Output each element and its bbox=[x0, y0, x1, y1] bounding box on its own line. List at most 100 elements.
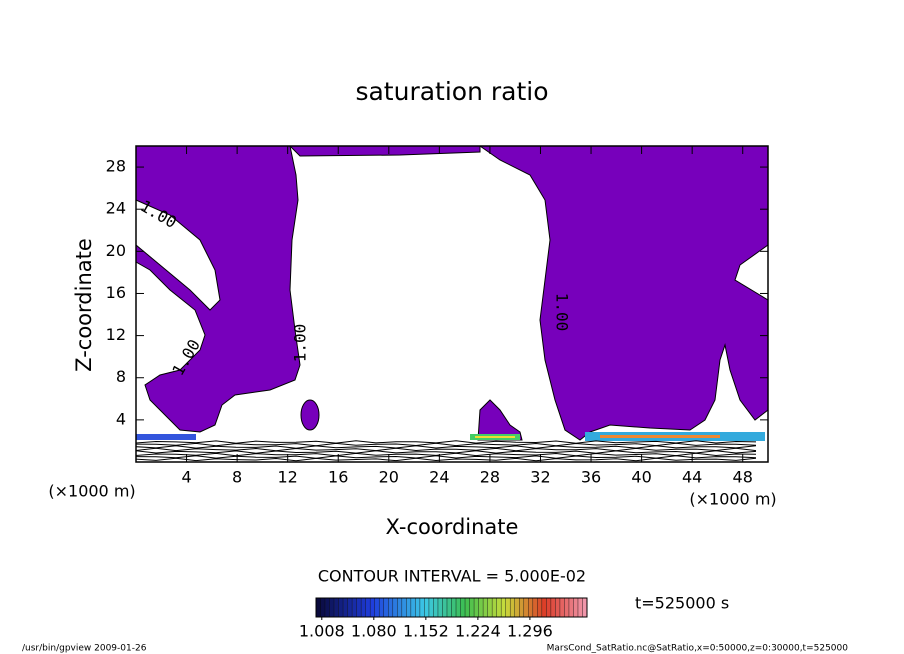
plot-frame bbox=[135, 145, 769, 463]
colorbar-frame bbox=[315, 597, 588, 618]
contour-line bbox=[135, 440, 757, 444]
x-tick-label: 48 bbox=[733, 468, 753, 487]
contour-line bbox=[135, 442, 757, 447]
contour-lines bbox=[135, 440, 757, 462]
colorbar-step bbox=[392, 598, 398, 617]
band bbox=[136, 434, 196, 440]
colorbar-step bbox=[496, 598, 502, 617]
colorbar-step bbox=[573, 598, 578, 617]
contour-line bbox=[135, 457, 757, 462]
colorbar-step bbox=[325, 598, 330, 617]
colorbar-step bbox=[523, 598, 529, 617]
y-tick-label: 24 bbox=[106, 199, 126, 218]
x-unit: (×1000 m) bbox=[689, 490, 776, 509]
region bbox=[478, 145, 769, 441]
x-tick-label: 24 bbox=[429, 468, 449, 487]
colorbar-step bbox=[442, 598, 447, 617]
colorbar-step bbox=[537, 598, 542, 617]
colorbar-step bbox=[568, 598, 574, 617]
colorbar-step bbox=[492, 598, 497, 617]
x-tick-label: 16 bbox=[328, 468, 348, 487]
colorbar-step bbox=[374, 598, 380, 617]
colorbar-step bbox=[424, 598, 429, 617]
chart-title: saturation ratio bbox=[355, 77, 548, 106]
colorbar-step bbox=[505, 598, 511, 617]
region bbox=[477, 399, 523, 441]
y-axis-label: Z-coordinate bbox=[72, 238, 96, 372]
colorbar-step bbox=[343, 598, 348, 617]
colorbar-step bbox=[415, 598, 420, 617]
x-tick-label: 40 bbox=[631, 468, 651, 487]
x-tick-label: 8 bbox=[232, 468, 242, 487]
colorbar-step bbox=[437, 598, 443, 617]
region bbox=[300, 399, 320, 431]
colorbar-step bbox=[478, 598, 484, 617]
colorbar: 1.008 1.080 1.152 1.224 1.296 bbox=[299, 597, 588, 641]
contour-line bbox=[135, 450, 757, 454]
colorbar-step bbox=[406, 598, 411, 617]
footer-right: MarsCond_SatRatio.nc@SatRatio,x=0:50000,… bbox=[547, 644, 849, 654]
colorbar-step bbox=[474, 598, 479, 617]
y-tick-label: 12 bbox=[106, 325, 126, 344]
y-tick-label: 28 bbox=[106, 157, 126, 176]
colorbar-step bbox=[433, 598, 438, 617]
colorbar-step bbox=[320, 598, 326, 617]
colorbar-step bbox=[428, 598, 434, 617]
colorbar-tick-label: 1.080 bbox=[351, 622, 397, 641]
x-tick-label: 28 bbox=[480, 468, 500, 487]
colorbar-step bbox=[582, 598, 587, 617]
colorbar-step bbox=[528, 598, 533, 617]
colorbar-step bbox=[501, 598, 506, 617]
region-gap bbox=[135, 199, 221, 311]
x-tick-label: 44 bbox=[682, 468, 702, 487]
plot-area: 1.00 1.00 1.00 1.00 bbox=[135, 145, 769, 463]
colorbar-step bbox=[446, 598, 452, 617]
x-tick-label: 20 bbox=[379, 468, 399, 487]
y-tick-label: 20 bbox=[106, 241, 126, 260]
colorbar-step bbox=[541, 598, 547, 617]
colorbar-step bbox=[487, 598, 493, 617]
x-tick-label: 4 bbox=[181, 468, 191, 487]
x-axis-label: X-coordinate bbox=[386, 515, 519, 539]
band bbox=[475, 436, 515, 438]
colorbar-step bbox=[559, 598, 565, 617]
colorbar-step bbox=[564, 598, 569, 617]
colorbar-tick-label: 1.008 bbox=[299, 622, 345, 641]
colorbar-step bbox=[514, 598, 520, 617]
x-tick-label: 12 bbox=[278, 468, 298, 487]
colorbar-step bbox=[316, 598, 321, 617]
colorbar-step bbox=[419, 598, 425, 617]
colorbar-step bbox=[365, 598, 371, 617]
colorbar-step bbox=[347, 598, 353, 617]
colorbar-step bbox=[465, 598, 470, 617]
colorbar-step bbox=[329, 598, 335, 617]
y-tick-label: 8 bbox=[116, 367, 126, 386]
colorbar-tick-label: 1.296 bbox=[507, 622, 553, 641]
region bbox=[288, 145, 481, 157]
colorbar-step bbox=[555, 598, 560, 617]
colorbar-step bbox=[361, 598, 366, 617]
colorbar-tick-label: 1.152 bbox=[403, 622, 449, 641]
colorbar-step bbox=[483, 598, 488, 617]
x-unit: (×1000 m) bbox=[48, 482, 135, 501]
colorbar-step bbox=[519, 598, 524, 617]
colorbar-step bbox=[577, 598, 583, 617]
colorbar-step bbox=[469, 598, 475, 617]
time-label: t=525000 s bbox=[635, 594, 729, 613]
y-tick-label: 4 bbox=[116, 409, 126, 428]
contour-line bbox=[135, 445, 757, 449]
contour-interval: CONTOUR INTERVAL = 5.000E-02 bbox=[318, 567, 586, 586]
x-tick-label: 36 bbox=[581, 468, 601, 487]
colorbar-step bbox=[460, 598, 466, 617]
band bbox=[600, 435, 720, 438]
contour-line bbox=[135, 447, 757, 452]
colorbar-step bbox=[451, 598, 457, 617]
colorbar-step bbox=[532, 598, 538, 617]
colorbar-step bbox=[456, 598, 461, 617]
colorbar-step bbox=[510, 598, 515, 617]
colorbar-step bbox=[370, 598, 375, 617]
contour-line bbox=[135, 452, 757, 457]
colorbar-step bbox=[397, 598, 402, 617]
colorbar-step bbox=[356, 598, 362, 617]
